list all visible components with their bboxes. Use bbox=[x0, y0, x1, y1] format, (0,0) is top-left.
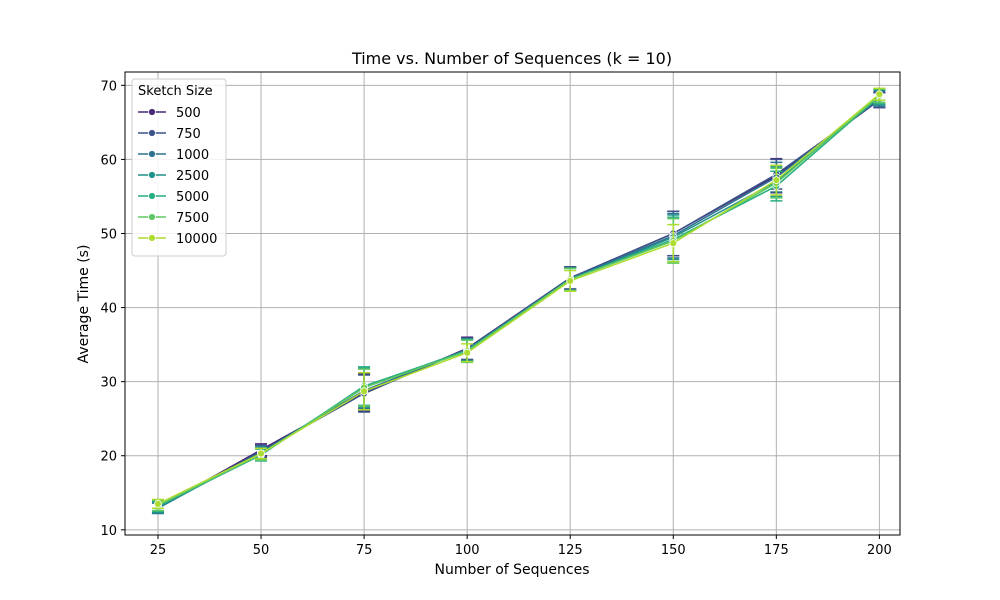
legend-swatch-marker bbox=[148, 192, 156, 200]
y-tick-label: 10 bbox=[100, 524, 117, 539]
data-point bbox=[360, 387, 368, 396]
data-point bbox=[669, 239, 678, 248]
legend-swatch-marker bbox=[148, 150, 156, 158]
data-point bbox=[875, 90, 884, 99]
y-tick-label: 60 bbox=[100, 153, 117, 168]
legend-label: 1000 bbox=[176, 148, 209, 163]
legend-swatch-marker bbox=[148, 129, 156, 137]
x-axis-label: Number of Sequences bbox=[435, 562, 590, 578]
legend-swatch-marker bbox=[148, 213, 156, 221]
legend-label: 7500 bbox=[176, 211, 209, 226]
legend-title: Sketch Size bbox=[138, 84, 213, 99]
y-tick-label: 30 bbox=[100, 376, 117, 391]
x-tick-label: 75 bbox=[356, 543, 373, 558]
data-point bbox=[257, 449, 265, 458]
y-tick-label: 40 bbox=[100, 302, 117, 317]
chart-title: Time vs. Number of Sequences (k = 10) bbox=[351, 49, 672, 68]
legend-box bbox=[131, 78, 227, 257]
legend-swatch-marker bbox=[148, 234, 156, 242]
y-tick-label: 50 bbox=[100, 227, 117, 242]
x-tick-label: 100 bbox=[455, 543, 480, 558]
data-point bbox=[566, 277, 575, 285]
y-tick-label: 20 bbox=[100, 450, 117, 465]
legend-label: 10000 bbox=[176, 232, 217, 247]
plot-frame bbox=[124, 71, 901, 536]
data-point bbox=[772, 176, 781, 185]
legend-swatch-marker bbox=[148, 171, 156, 179]
series-line bbox=[157, 93, 880, 505]
series-10000 bbox=[151, 87, 886, 510]
y-axis-label: Average Time (s) bbox=[76, 245, 92, 364]
legend-label: 2500 bbox=[176, 169, 209, 184]
x-tick-label: 50 bbox=[253, 543, 270, 558]
x-tick-label: 200 bbox=[867, 543, 892, 558]
y-tick-label: 70 bbox=[100, 79, 117, 94]
x-tick-label: 125 bbox=[558, 543, 583, 558]
legend: Sketch Size 500 750 1000 2500 5000 7500 10000 bbox=[131, 78, 227, 257]
x-tick-label: 25 bbox=[150, 543, 167, 558]
data-point bbox=[463, 348, 472, 357]
x-tick-label: 175 bbox=[764, 543, 789, 558]
x-tick-label: 150 bbox=[661, 543, 686, 558]
legend-label: 750 bbox=[176, 127, 201, 142]
legend-swatch-marker bbox=[148, 108, 156, 116]
legend-label: 5000 bbox=[176, 190, 209, 205]
data-point bbox=[154, 499, 162, 508]
legend-label: 500 bbox=[176, 106, 201, 121]
